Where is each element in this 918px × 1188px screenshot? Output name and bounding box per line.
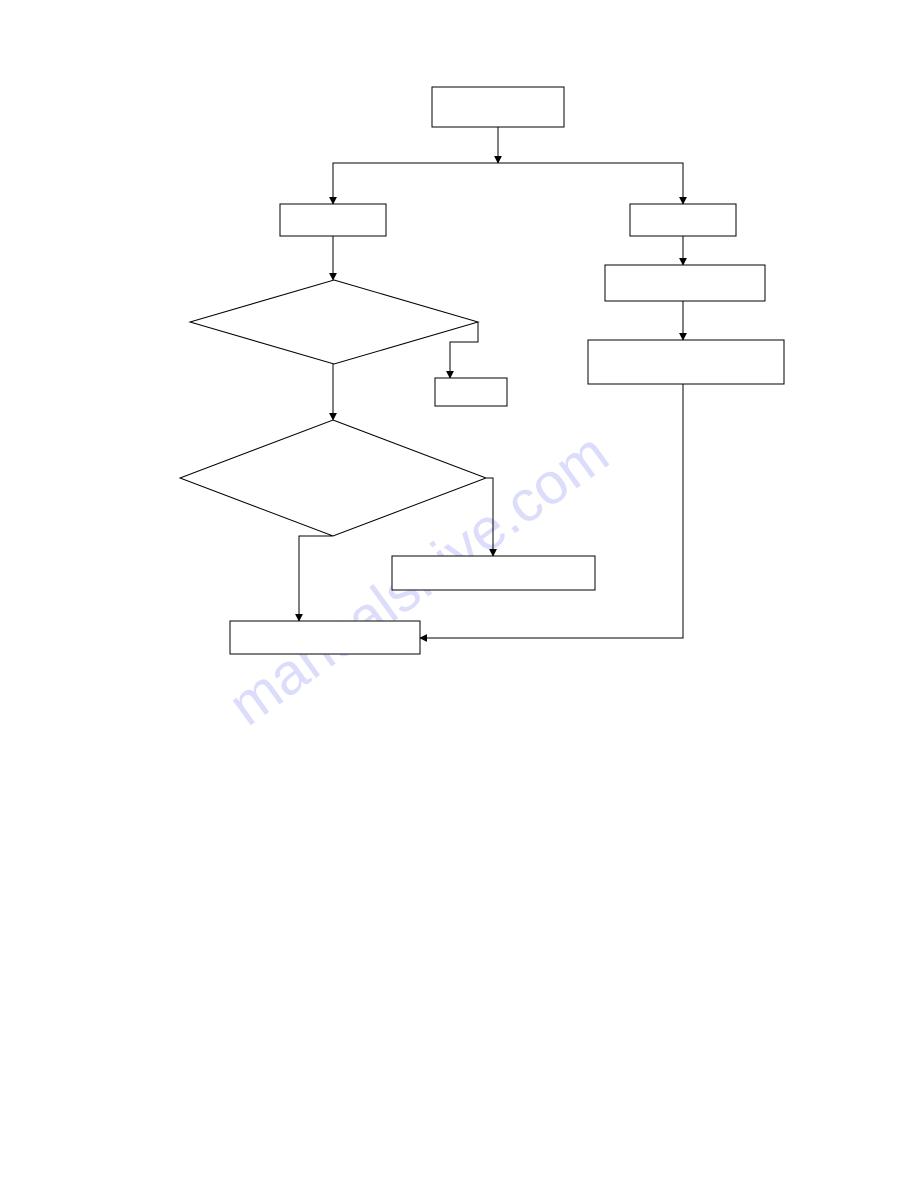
flow-node-smallR <box>435 378 507 406</box>
flow-node-rightB <box>605 265 765 301</box>
flow-node-wideR <box>392 556 595 590</box>
flow-node-leftA <box>280 204 386 236</box>
flow-node-rightA <box>630 204 736 236</box>
flow-node-start <box>432 87 564 127</box>
flow-node-end <box>230 621 420 654</box>
flow-node-rightC <box>588 340 784 384</box>
